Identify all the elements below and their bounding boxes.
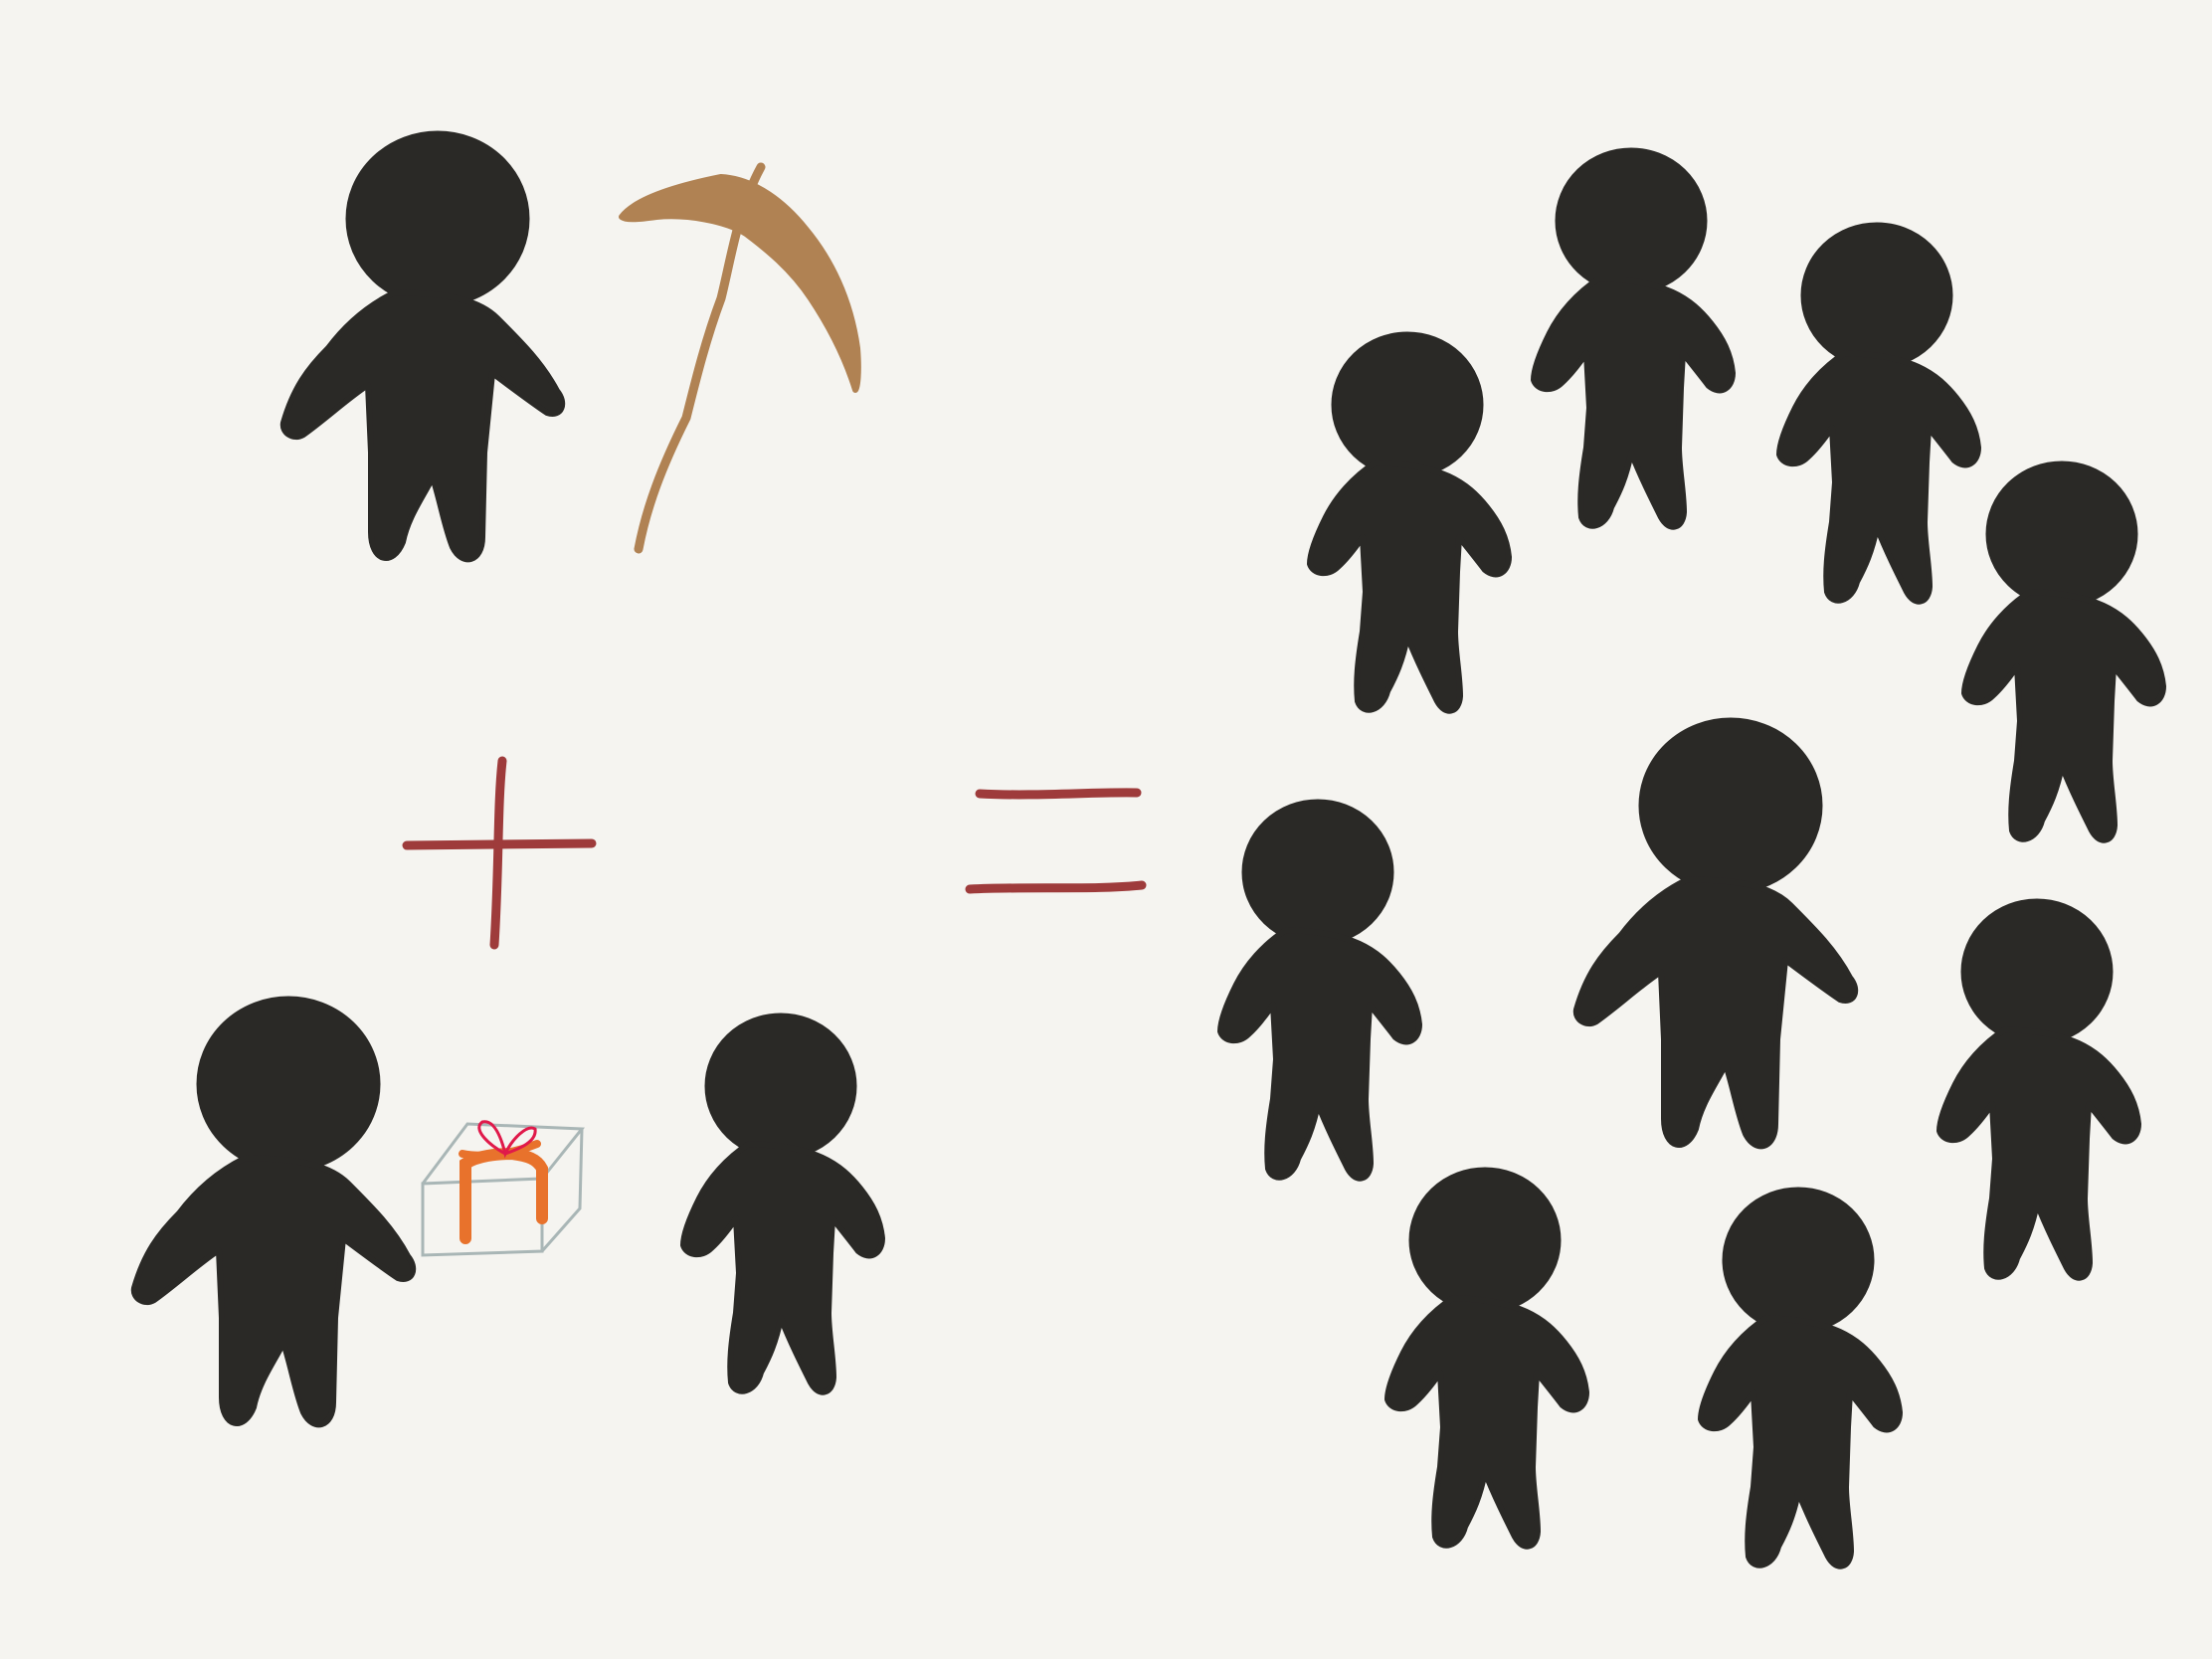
gift-box-icon <box>421 1120 586 1257</box>
figure-plain <box>683 1014 882 1392</box>
crowd-figure-6 <box>1576 718 1855 1146</box>
equals-sign-icon <box>965 788 1147 894</box>
crowd-figure-7 <box>1939 899 2138 1278</box>
crowd-figure-5 <box>1220 800 1419 1179</box>
gift-giver-figure <box>134 997 413 1424</box>
figure-with-scythe <box>283 131 861 559</box>
crowd-figure-2 <box>1534 148 1733 527</box>
crowd-figure-4 <box>1964 461 2163 840</box>
reaper-figure <box>283 131 562 559</box>
crowd-figure-1 <box>1310 332 1509 711</box>
plus-sign-icon <box>402 756 597 950</box>
crowd <box>1220 148 2163 1567</box>
crowd-figure-8 <box>1387 1168 1586 1547</box>
figure-with-gift <box>134 997 586 1424</box>
scythe-icon <box>619 162 861 554</box>
crowd-figure-9 <box>1701 1188 1900 1567</box>
crowd-figure-3 <box>1779 223 1978 602</box>
